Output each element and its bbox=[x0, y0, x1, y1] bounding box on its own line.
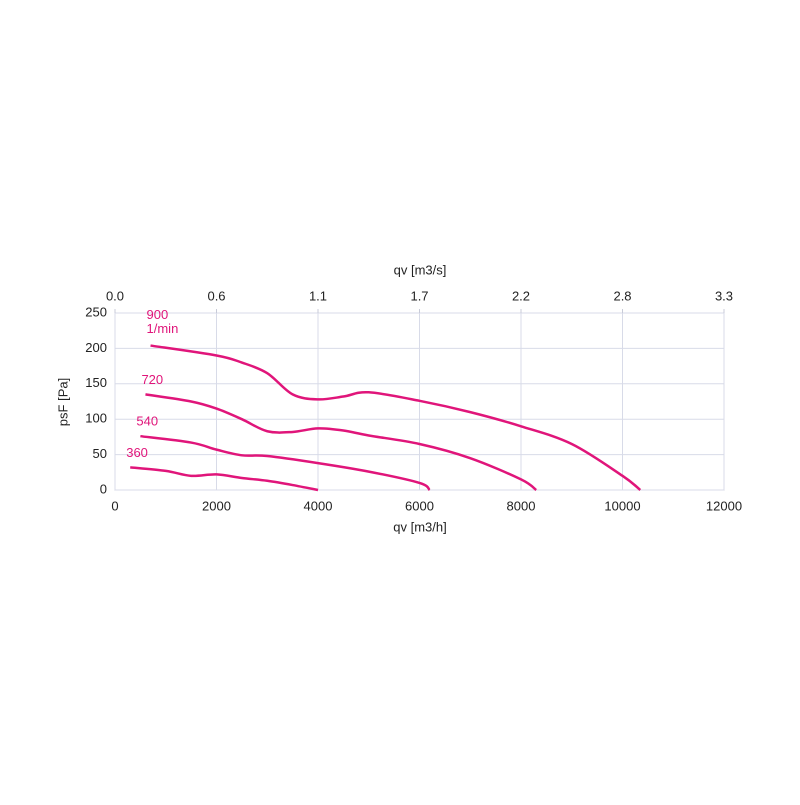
y-tick-label: 0 bbox=[100, 481, 107, 496]
x2-tick-label: 1.7 bbox=[410, 288, 428, 303]
series-label: 540 bbox=[136, 414, 158, 429]
x2-tick-label: 3.3 bbox=[715, 288, 733, 303]
curve bbox=[145, 393, 537, 492]
x2-axis-label: qv [m3/s] bbox=[394, 262, 447, 277]
x-tick-label: 10000 bbox=[604, 498, 640, 513]
x2-tick-label: 2.2 bbox=[512, 288, 530, 303]
x2-tick-label: 1.1 bbox=[309, 288, 327, 303]
x-tick-label: 6000 bbox=[405, 498, 434, 513]
x-tick-label: 8000 bbox=[507, 498, 536, 513]
x-tick-label: 12000 bbox=[706, 498, 742, 513]
y-tick-label: 100 bbox=[85, 411, 107, 426]
curve bbox=[140, 434, 431, 492]
unit-label: 1/min bbox=[147, 321, 179, 336]
x-tick-label: 2000 bbox=[202, 498, 231, 513]
curve bbox=[150, 344, 642, 491]
x-tick-label: 0 bbox=[111, 498, 118, 513]
y-tick-label: 50 bbox=[93, 446, 107, 461]
y-tick-label: 150 bbox=[85, 375, 107, 390]
y-axis-label: psF [Pa] bbox=[55, 378, 70, 426]
series-label: 360 bbox=[126, 445, 148, 460]
y-tick-label: 250 bbox=[85, 304, 107, 319]
x-axis-label: qv [m3/h] bbox=[393, 519, 446, 534]
x2-tick-label: 0.0 bbox=[106, 288, 124, 303]
y-tick-label: 200 bbox=[85, 340, 107, 355]
x2-tick-label: 0.6 bbox=[207, 288, 225, 303]
series-label: 720 bbox=[141, 372, 163, 387]
curve bbox=[130, 466, 319, 492]
x2-tick-label: 2.8 bbox=[613, 288, 631, 303]
series-label: 900 bbox=[147, 307, 169, 322]
x-tick-label: 4000 bbox=[304, 498, 333, 513]
